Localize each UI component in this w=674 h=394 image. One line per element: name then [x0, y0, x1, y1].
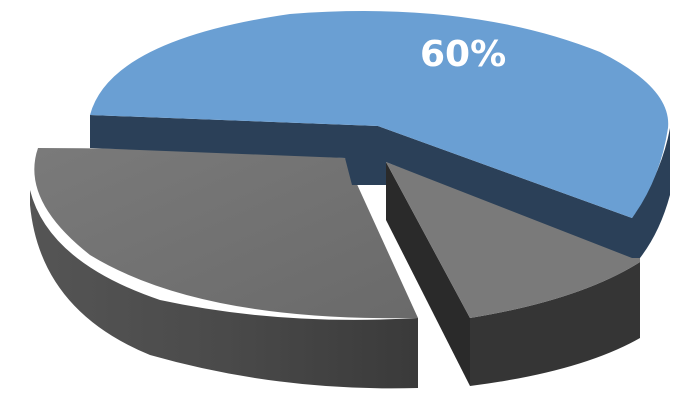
pie-slice-3-side: [30, 190, 418, 389]
pie-slice-2-inner-side: [386, 162, 470, 386]
pie-slice-3-top: [34, 148, 419, 319]
pie-slice-3: [30, 148, 419, 389]
pie-slice-1-curve-side: [632, 128, 670, 258]
pie-slice-1-side: [90, 115, 632, 258]
pie-slice-2: [386, 162, 640, 386]
pie-slice-2-side: [470, 262, 640, 386]
pie-slice-2-top: [386, 162, 640, 318]
pie-slice-1-top: [90, 11, 669, 218]
pie-data-label-1: 60%: [420, 34, 506, 75]
pie-slice-1: [90, 11, 670, 258]
